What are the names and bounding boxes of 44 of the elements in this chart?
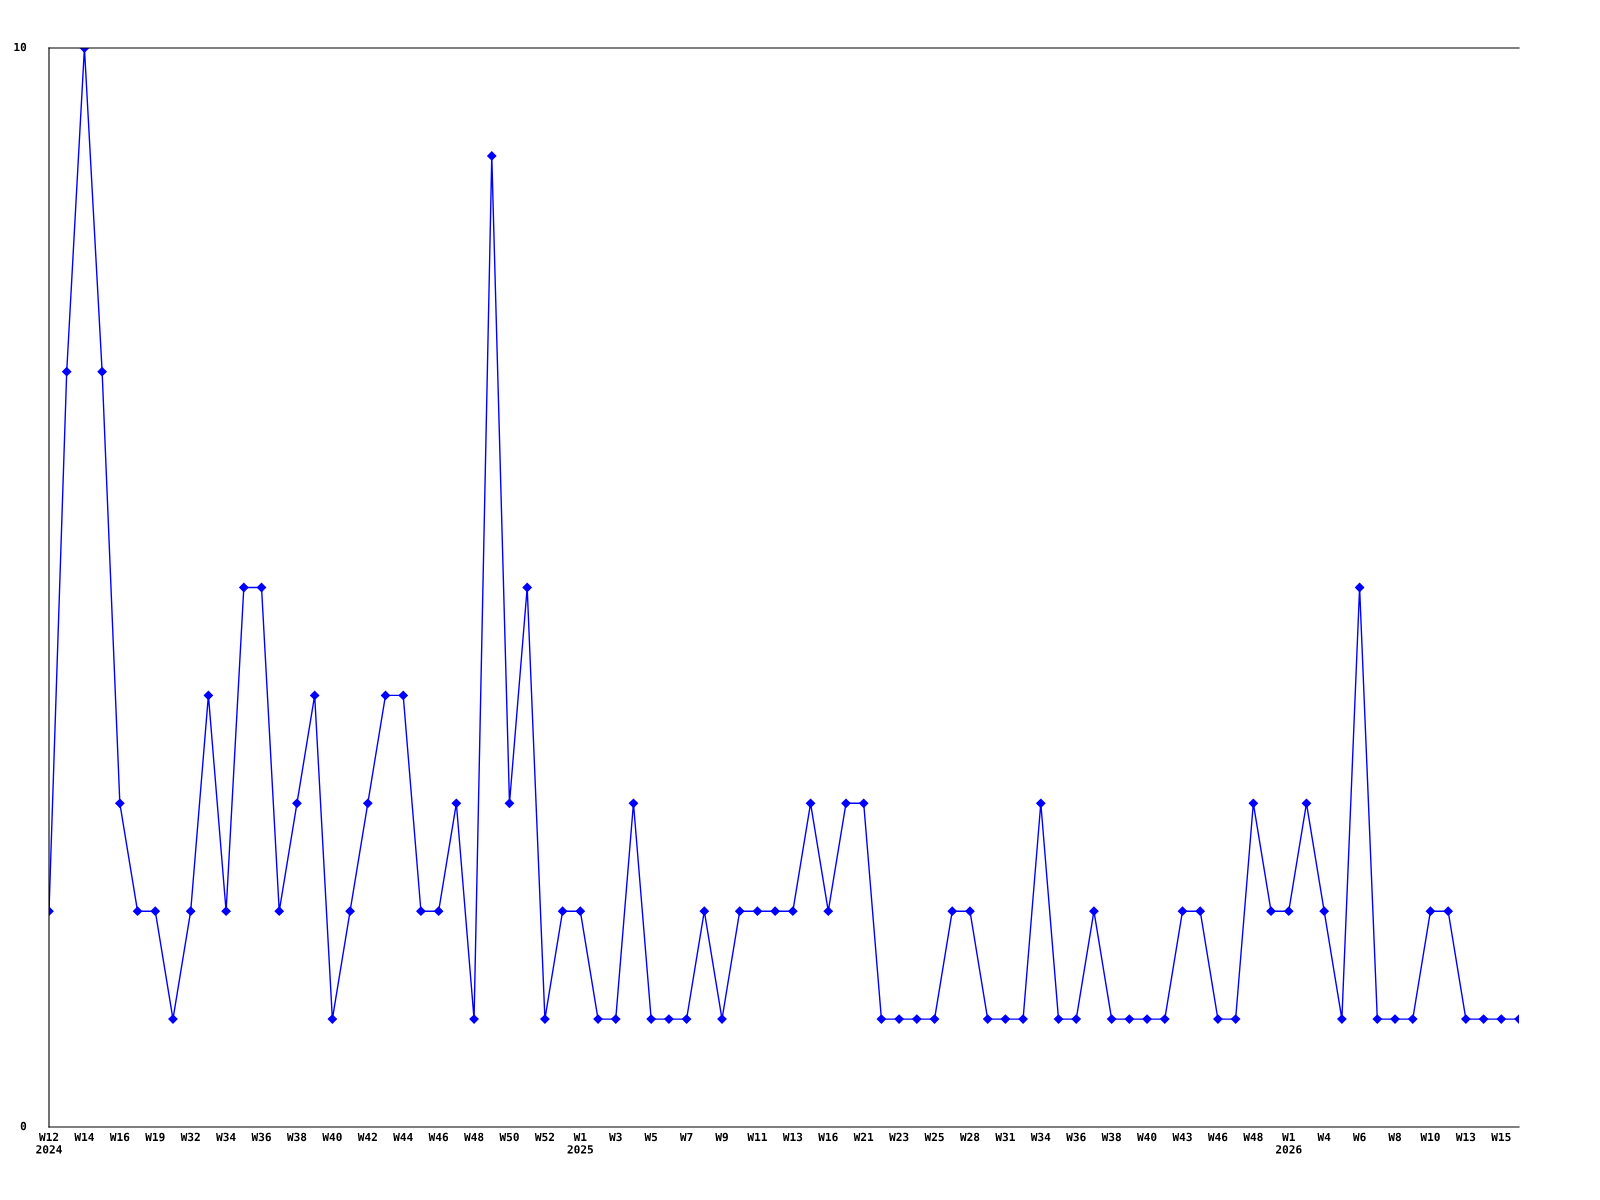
x-tick-label: W28 <box>959 1132 980 1142</box>
x-tick-label: W44 <box>393 1132 413 1141</box>
x-tick-label: W34 <box>216 1132 236 1142</box>
x-tick-label: W14 <box>74 1132 94 1141</box>
x-tick-label: W15 <box>1491 1132 1511 1142</box>
x-tick-label: W11 <box>747 1132 767 1141</box>
x-tick-label: W52 <box>534 1132 555 1142</box>
x-tick-label: W42 <box>357 1132 377 1141</box>
x-tick-label: W34 <box>1030 1132 1051 1142</box>
x-tick-label: W9 <box>715 1132 728 1142</box>
x-tick-label: W48 <box>464 1132 484 1142</box>
x-tick-label: W6 <box>1352 1132 1366 1142</box>
x-tick-label: W4 <box>1317 1132 1331 1141</box>
x-tick-label: W13 <box>782 1132 803 1142</box>
x-tick-label: W1 2025 <box>567 1132 593 1154</box>
x-tick-label: W19 <box>145 1132 165 1142</box>
x-tick-label: W48 <box>1243 1132 1263 1142</box>
x-tick-label: W7 <box>679 1132 693 1141</box>
x-tick-label: W38 <box>1101 1132 1121 1142</box>
x-tick-label: W36 <box>1066 1132 1086 1142</box>
x-tick-label: W10 <box>1420 1132 1440 1142</box>
x-tick-label: W16 <box>109 1132 130 1142</box>
x-tick-label: W46 <box>1207 1132 1228 1142</box>
x-tick-label: W13 <box>1455 1132 1476 1142</box>
x-tick-label: W21 <box>853 1132 874 1141</box>
x-tick-label: W3 <box>609 1132 622 1142</box>
x-tick-label: W12 2024 <box>36 1132 62 1154</box>
x-tick-label: W1 2026 <box>1276 1132 1302 1154</box>
x-tick-label: W25 <box>924 1132 944 1142</box>
x-tick-label: W23 <box>889 1132 909 1142</box>
x-tick-label: W40 <box>1137 1132 1157 1142</box>
x-tick-label: W16 <box>818 1132 838 1142</box>
x-tick-label: W31 <box>995 1132 1015 1142</box>
x-tick-label: W40 <box>322 1132 342 1142</box>
x-tick-label: W36 <box>251 1132 271 1142</box>
x-tick-label: W46 <box>428 1132 449 1142</box>
x-tick-label: W50 <box>499 1132 519 1142</box>
x-tick-label: W38 <box>286 1132 307 1142</box>
y-tick-label: 0 <box>20 1121 27 1131</box>
y-tick-label: 10 <box>14 42 27 52</box>
x-tick-label: W32 <box>180 1132 200 1142</box>
x-tick-label: W5 <box>644 1132 658 1142</box>
x-tick-label: W43 <box>1172 1132 1192 1142</box>
x-tick-label: W8 <box>1388 1132 1402 1142</box>
